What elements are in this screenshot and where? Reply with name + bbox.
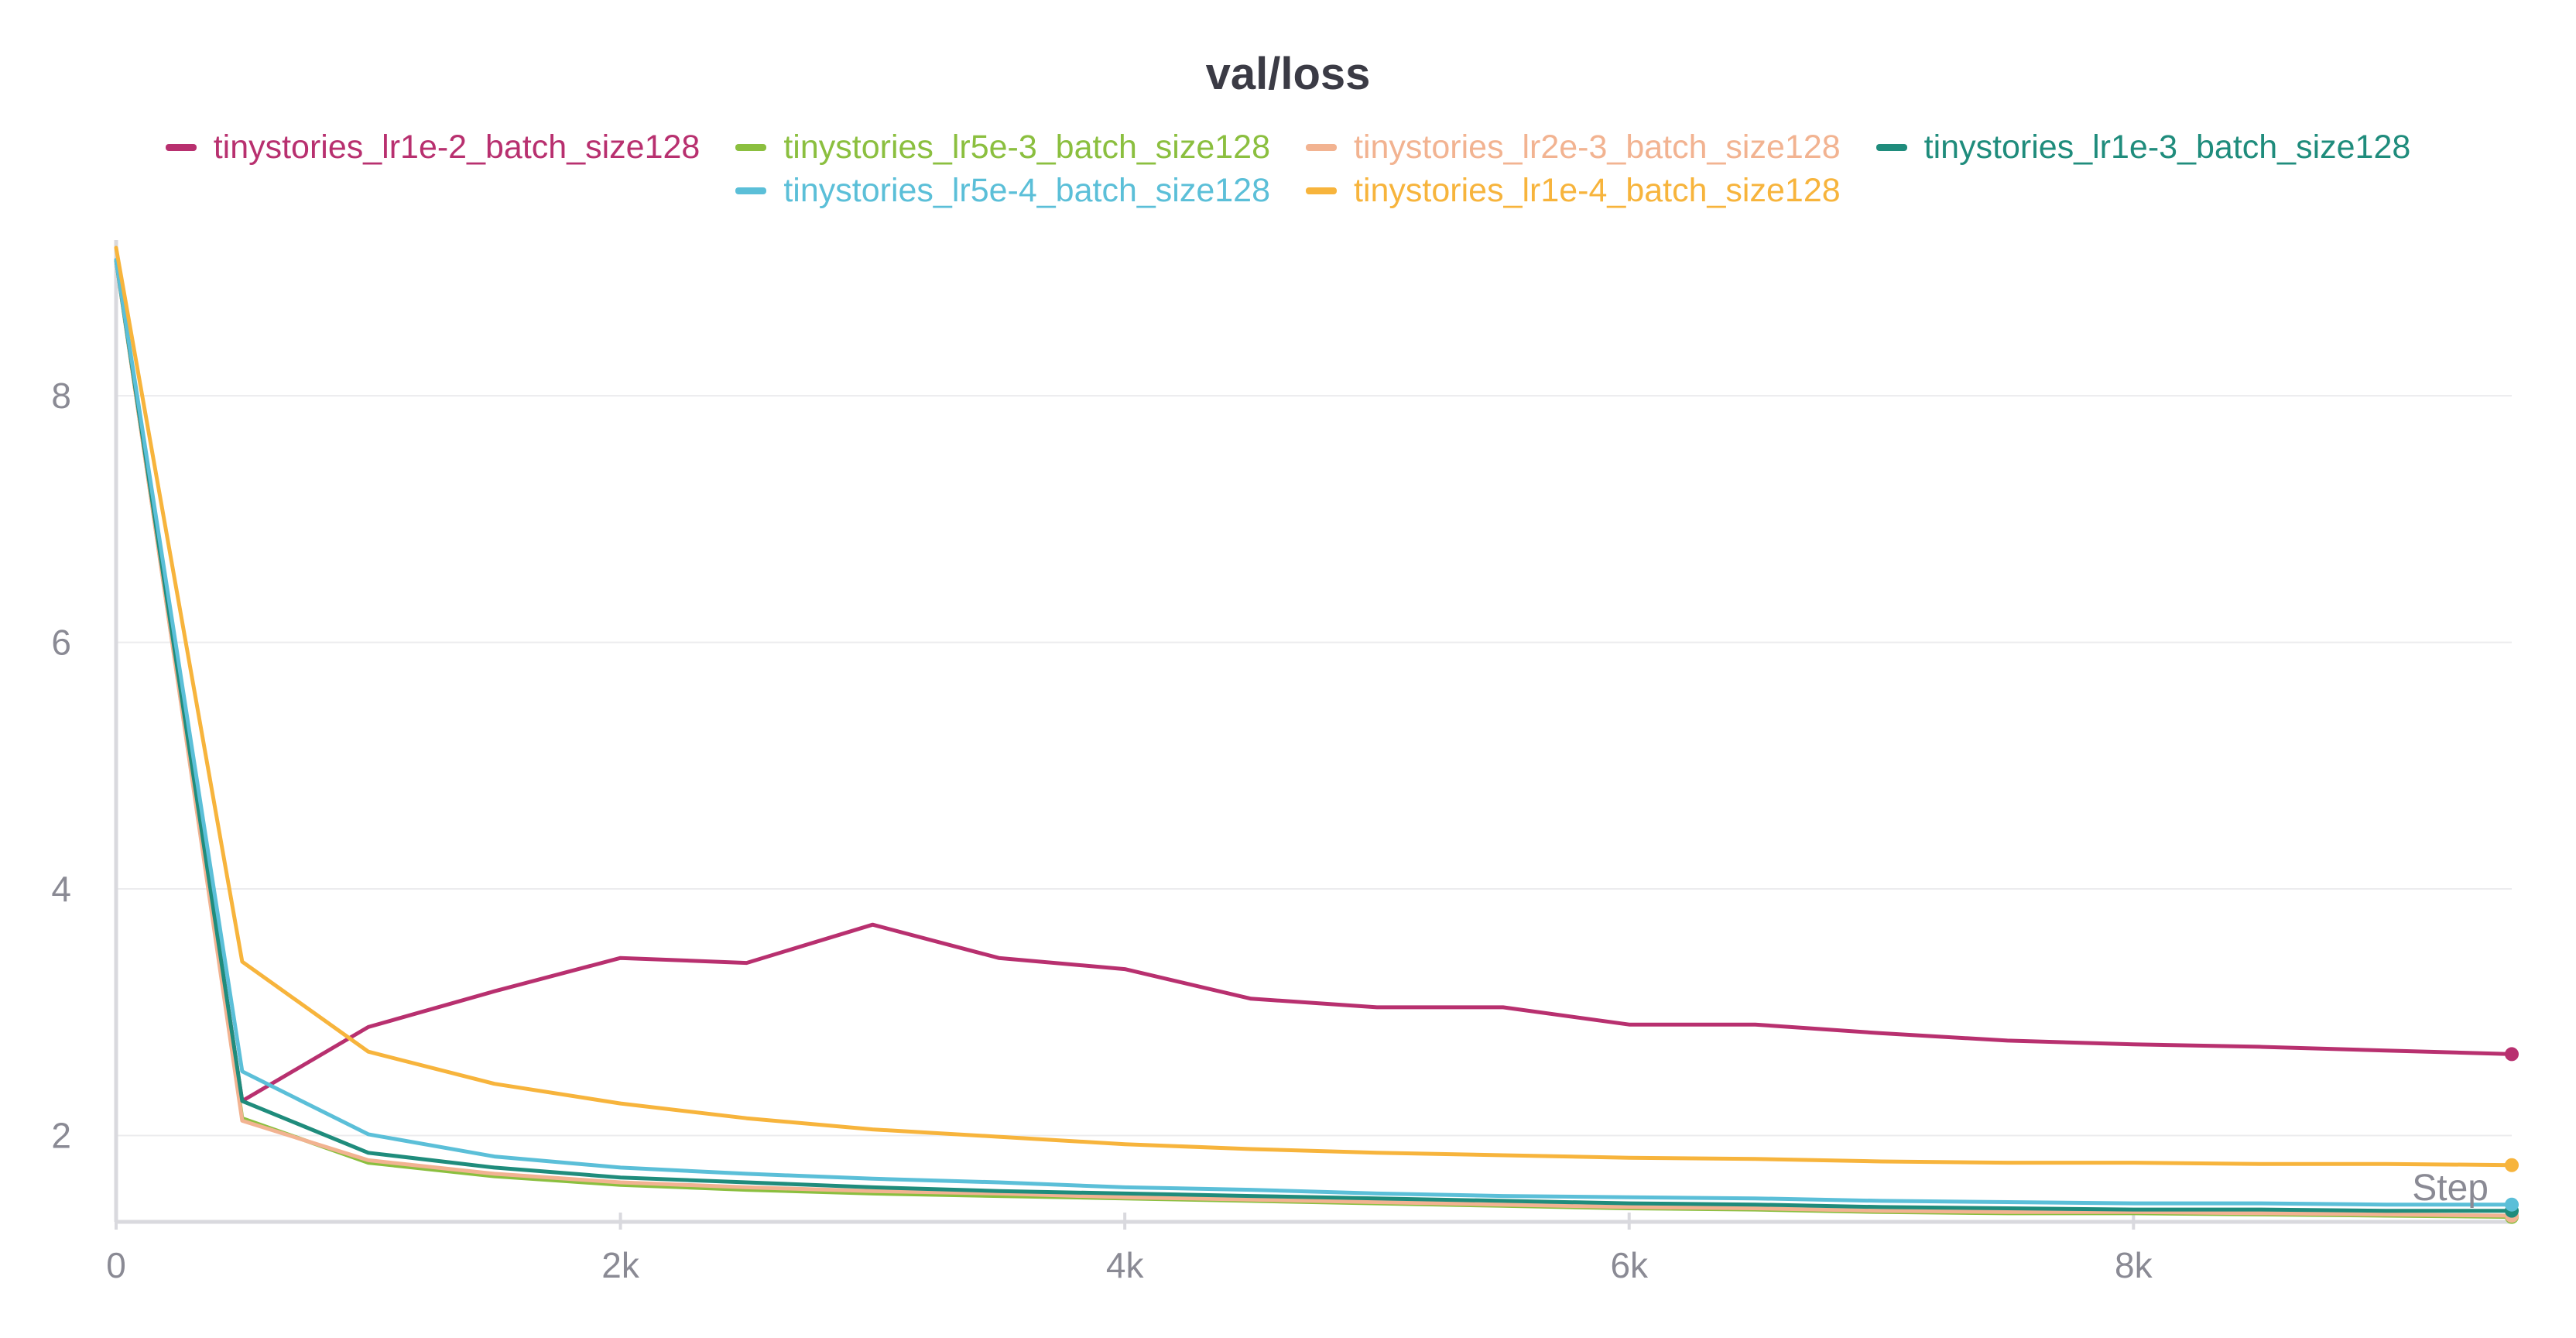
y-tick-label: 8 bbox=[51, 376, 71, 416]
legend-swatch-icon bbox=[1875, 144, 1907, 151]
x-tick-label: 6k bbox=[1610, 1245, 1649, 1285]
legend-item[interactable]: tinystories_lr1e-4_batch_size128 bbox=[1306, 172, 1841, 210]
legend-row-1: tinystories_lr1e-2_batch_size128 tinysto… bbox=[0, 129, 2576, 166]
axes: 2 4 6 8 0 2k 4k 6k 8k bbox=[51, 240, 2512, 1285]
legend-item[interactable]: tinystories_lr1e-3_batch_size128 bbox=[1875, 129, 2411, 166]
series-end-marker bbox=[2505, 1158, 2519, 1172]
legend-swatch-icon bbox=[735, 144, 767, 151]
legend-label: tinystories_lr5e-4_batch_size128 bbox=[783, 172, 1270, 209]
legend-label: tinystories_lr5e-3_batch_size128 bbox=[783, 129, 1270, 166]
legend-row-2: tinystories_lr5e-4_batch_size128 tinysto… bbox=[0, 172, 2576, 210]
legend-swatch-icon bbox=[165, 144, 197, 151]
x-tick-label: 2k bbox=[601, 1245, 640, 1285]
x-axis-label: Step bbox=[2412, 1168, 2489, 1209]
legend-swatch-icon bbox=[735, 187, 767, 194]
x-tick-label: 8k bbox=[2115, 1245, 2153, 1285]
legend-item[interactable]: tinystories_lr1e-2_batch_size128 bbox=[165, 129, 701, 166]
y-tick-label: 6 bbox=[51, 623, 71, 663]
legend-swatch-icon bbox=[1306, 187, 1337, 194]
series-line[interactable] bbox=[114, 258, 2514, 1207]
legend-item[interactable]: tinystories_lr5e-4_batch_size128 bbox=[735, 172, 1270, 210]
legend-item[interactable]: tinystories_lr2e-3_batch_size128 bbox=[1306, 129, 1841, 166]
series-line[interactable] bbox=[114, 258, 2514, 1213]
series-end-marker bbox=[2505, 1047, 2519, 1062]
x-tick-label: 4k bbox=[1106, 1245, 1145, 1285]
y-tick-label: 2 bbox=[51, 1116, 71, 1156]
legend-label: tinystories_lr1e-4_batch_size128 bbox=[1354, 172, 1841, 209]
legend-label: tinystories_lr1e-3_batch_size128 bbox=[1923, 129, 2411, 166]
series-line[interactable] bbox=[114, 258, 2514, 1103]
x-tick-label: 0 bbox=[106, 1245, 126, 1285]
series-line[interactable] bbox=[114, 258, 2514, 1220]
end-markers bbox=[2505, 1047, 2519, 1224]
y-tick-label: 4 bbox=[51, 869, 71, 909]
legend-item[interactable]: tinystories_lr5e-3_batch_size128 bbox=[735, 129, 1270, 166]
series-lines bbox=[114, 245, 2514, 1220]
legend-label: tinystories_lr2e-3_batch_size128 bbox=[1354, 129, 1841, 166]
legend-label: tinystories_lr1e-2_batch_size128 bbox=[213, 129, 701, 166]
chart-title: val/loss bbox=[1205, 49, 1371, 99]
series-end-marker bbox=[2505, 1197, 2519, 1212]
legend-swatch-icon bbox=[1306, 144, 1337, 151]
series-line[interactable] bbox=[114, 245, 2514, 1168]
series-line[interactable] bbox=[114, 258, 2514, 1218]
grid-lines bbox=[116, 395, 2512, 1137]
